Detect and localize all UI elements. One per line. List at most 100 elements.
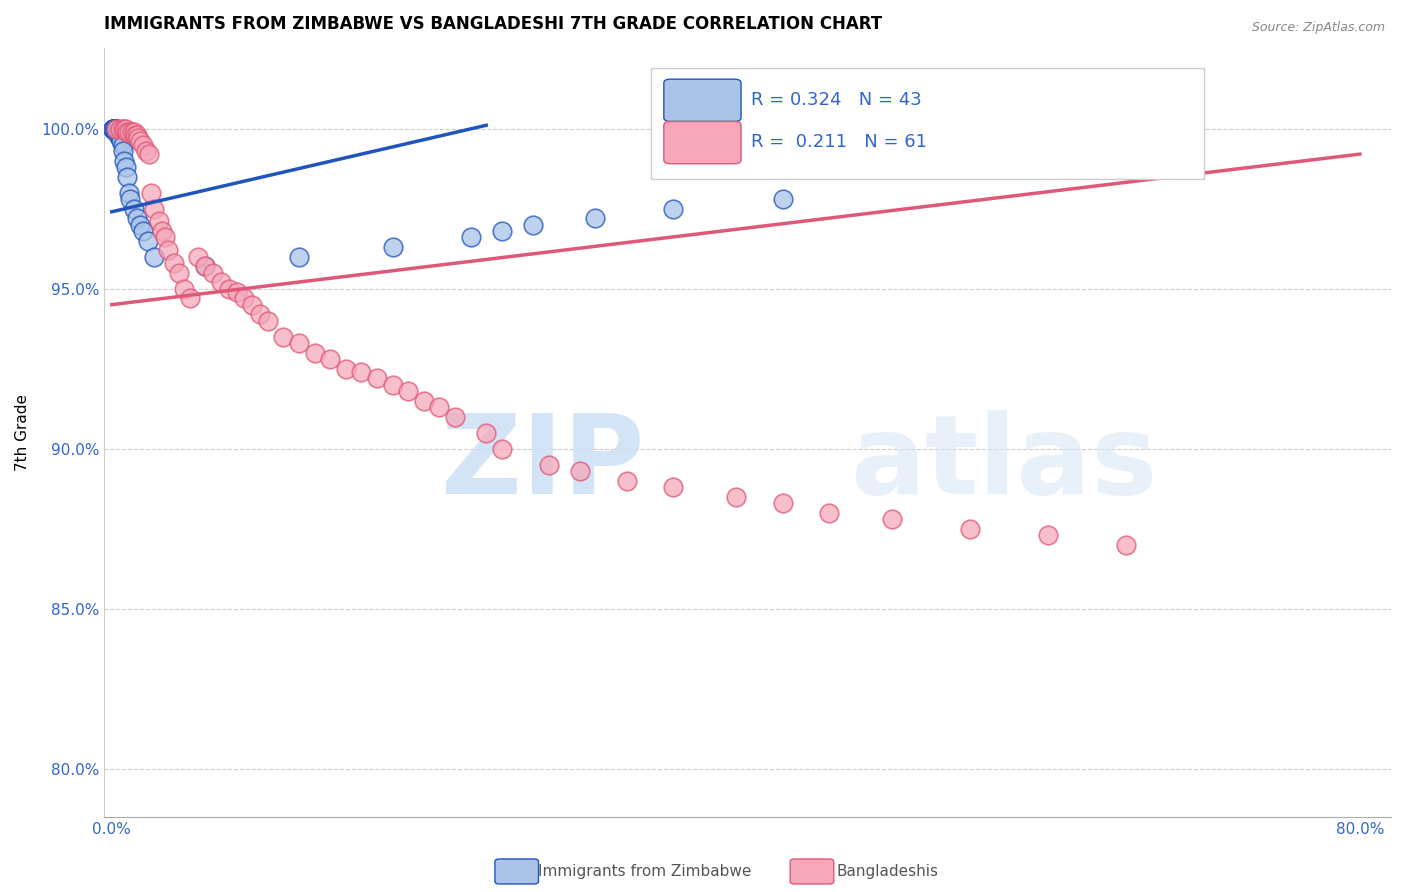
Point	[132, 224, 155, 238]
Point	[104, 121, 127, 136]
Text: Immigrants from Zimbabwe: Immigrants from Zimbabwe	[538, 864, 752, 879]
Point	[103, 121, 125, 136]
Point	[273, 329, 295, 343]
Point	[167, 266, 190, 280]
Point	[818, 506, 841, 520]
Point	[110, 131, 132, 145]
Point	[136, 234, 159, 248]
Point	[150, 224, 173, 238]
Text: Source: ZipAtlas.com: Source: ZipAtlas.com	[1251, 21, 1385, 34]
Point	[107, 125, 129, 139]
Text: R = 0.324   N = 43: R = 0.324 N = 43	[751, 91, 922, 109]
Text: IMMIGRANTS FROM ZIMBABWE VS BANGLADESHI 7TH GRADE CORRELATION CHART: IMMIGRANTS FROM ZIMBABWE VS BANGLADESHI …	[104, 15, 882, 33]
Point	[111, 121, 134, 136]
Point	[460, 230, 482, 244]
Point	[335, 361, 357, 376]
Point	[121, 125, 143, 139]
Point	[108, 128, 131, 142]
Point	[104, 121, 127, 136]
Point	[179, 291, 201, 305]
Point	[662, 480, 685, 494]
Point	[537, 458, 560, 472]
Point	[128, 218, 150, 232]
Point	[240, 298, 263, 312]
Point	[148, 214, 170, 228]
Point	[118, 125, 141, 139]
Point	[209, 275, 232, 289]
Point	[350, 365, 373, 379]
Point	[491, 224, 513, 238]
Point	[366, 371, 388, 385]
Point	[105, 121, 128, 136]
Point	[616, 474, 638, 488]
Point	[112, 153, 135, 168]
Point	[117, 169, 139, 184]
Text: Bangladeshis: Bangladeshis	[837, 864, 939, 879]
Point	[772, 192, 794, 206]
Point	[1115, 538, 1137, 552]
Point	[125, 211, 148, 226]
Point	[304, 345, 326, 359]
Point	[112, 121, 135, 136]
Point	[256, 313, 278, 327]
Point	[125, 128, 148, 142]
Point	[194, 259, 217, 273]
Point	[288, 250, 311, 264]
Point	[104, 121, 127, 136]
Point	[187, 250, 209, 264]
Point	[429, 400, 451, 414]
Point	[202, 266, 225, 280]
Point	[114, 121, 136, 136]
Point	[103, 121, 125, 136]
Point	[142, 250, 165, 264]
Point	[111, 144, 134, 158]
Point	[225, 285, 247, 299]
Point	[142, 202, 165, 216]
Point	[104, 121, 127, 136]
FancyBboxPatch shape	[664, 79, 741, 121]
Point	[491, 442, 513, 456]
Point	[138, 147, 160, 161]
Point	[108, 121, 131, 136]
Point	[118, 186, 141, 200]
Point	[173, 282, 195, 296]
Point	[568, 464, 591, 478]
Point	[319, 352, 342, 367]
Point	[103, 121, 125, 136]
Point	[103, 121, 125, 136]
Point	[105, 121, 128, 136]
Text: R =  0.211   N = 61: R = 0.211 N = 61	[751, 133, 928, 152]
FancyBboxPatch shape	[651, 68, 1205, 179]
Point	[959, 522, 981, 536]
Point	[153, 230, 176, 244]
Point	[288, 336, 311, 351]
Point	[724, 490, 747, 504]
Point	[412, 393, 434, 408]
Point	[381, 377, 404, 392]
Point	[103, 121, 125, 136]
Point	[772, 496, 794, 510]
Point	[135, 144, 157, 158]
Point	[522, 218, 544, 232]
Point	[128, 134, 150, 148]
Point	[233, 291, 256, 305]
Point	[124, 128, 146, 142]
Point	[120, 192, 142, 206]
Text: atlas: atlas	[851, 410, 1157, 517]
Point	[583, 211, 606, 226]
Point	[122, 125, 145, 139]
Point	[249, 307, 271, 321]
Point	[194, 259, 217, 273]
Point	[105, 125, 128, 139]
Y-axis label: 7th Grade: 7th Grade	[15, 394, 30, 471]
Point	[381, 240, 404, 254]
Point	[104, 121, 127, 136]
Point	[107, 128, 129, 142]
Point	[218, 282, 240, 296]
Point	[475, 425, 498, 440]
Point	[132, 137, 155, 152]
FancyBboxPatch shape	[664, 121, 741, 164]
Point	[662, 202, 685, 216]
Point	[163, 256, 186, 270]
Point	[122, 202, 145, 216]
